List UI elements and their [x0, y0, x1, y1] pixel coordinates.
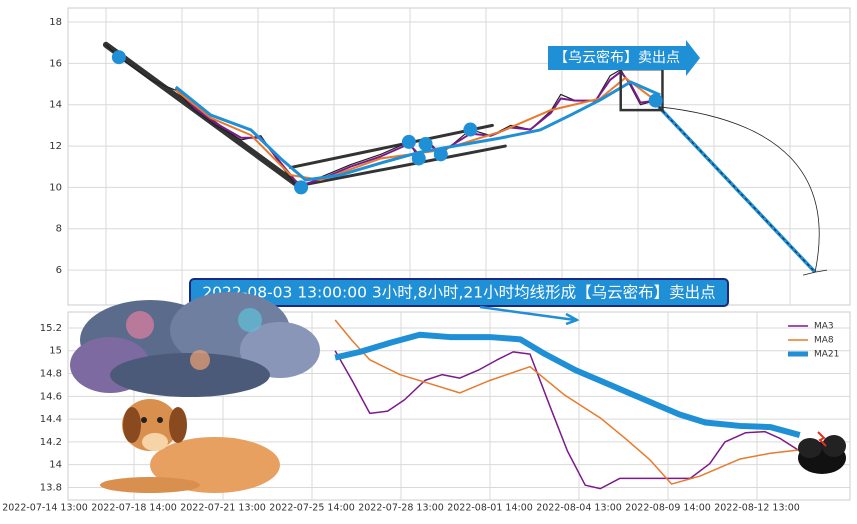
projection-dash — [658, 106, 816, 273]
y-tick-label: 14.8 — [40, 369, 62, 380]
projection-tip — [802, 269, 828, 276]
y-tick-label: 18 — [49, 17, 62, 28]
marker — [418, 136, 433, 151]
top-panel: 6 8 10 12 14 16 18 【乌云密布】卖出点 2022-08-03 13:00:00… — [49, 8, 850, 326]
marker — [294, 180, 309, 195]
y-tick-label: 8 — [56, 224, 62, 235]
x-tick-label: 2022-08-09 14:00 — [625, 503, 711, 514]
y-tick-label: 15 — [49, 346, 62, 357]
bottom-panel: 13.8 14 14.2 14.4 14.6 14.8 15 15.2 2022-07-14 1… — [2, 312, 850, 514]
marker — [433, 147, 448, 162]
legend-label: MA3 — [814, 322, 834, 332]
trend-line — [299, 144, 507, 187]
marker — [411, 151, 426, 166]
dog-illustration — [100, 399, 280, 493]
marker — [463, 122, 478, 137]
marker — [648, 93, 663, 108]
series-line — [334, 350, 801, 490]
projection-arc — [658, 106, 820, 273]
series-line — [334, 319, 800, 485]
legend-label: MA21 — [814, 350, 839, 360]
x-tick-label: 2022-07-25 14:00 — [269, 503, 355, 514]
top-plot-frame — [67, 7, 851, 306]
annotation-pointer — [479, 305, 581, 326]
cloud-illustration — [70, 292, 320, 397]
y-tick-label: 16 — [49, 58, 62, 69]
marker — [401, 134, 416, 149]
x-tick-label: 2022-07-18 14:00 — [91, 503, 177, 514]
legend-label: MA8 — [814, 336, 834, 346]
storm-cloud-icon — [798, 431, 846, 474]
x-tick-label: 2022-08-01 14:00 — [447, 503, 533, 514]
trend-line — [288, 123, 494, 170]
y-tick-label: 10 — [49, 182, 62, 193]
x-tick-label: 2022-07-14 13:00 — [2, 503, 88, 514]
marker — [111, 50, 126, 65]
y-tick-label: 12 — [49, 141, 62, 152]
x-tick-label: 2022-07-28 13:00 — [358, 503, 444, 514]
y-tick-label: 14.4 — [40, 414, 62, 425]
y-tick-label: 13.8 — [40, 482, 62, 493]
y-tick-label: 6 — [56, 265, 62, 276]
annotation: 【乌云密布】卖出点 — [554, 49, 680, 66]
series-line — [334, 331, 801, 438]
x-tick-label: 2022-08-12 13:00 — [714, 503, 800, 514]
y-tick-label: 15.2 — [40, 323, 62, 334]
y-tick-label: 14.2 — [40, 437, 62, 448]
x-tick-label: 2022-07-21 13:00 — [180, 503, 266, 514]
y-tick-label: 14 — [49, 460, 62, 471]
y-tick-label: 14.6 — [40, 391, 62, 402]
annotation-arrow — [548, 40, 700, 76]
annotation-box — [189, 278, 729, 307]
annotation: 2022-08-03 13:00:00 3小时,8小时,21小时均线形成【乌云密… — [202, 284, 715, 302]
y-tick-label: 14 — [49, 100, 62, 111]
x-tick-label: 2022-08-04 13:00 — [536, 503, 622, 514]
